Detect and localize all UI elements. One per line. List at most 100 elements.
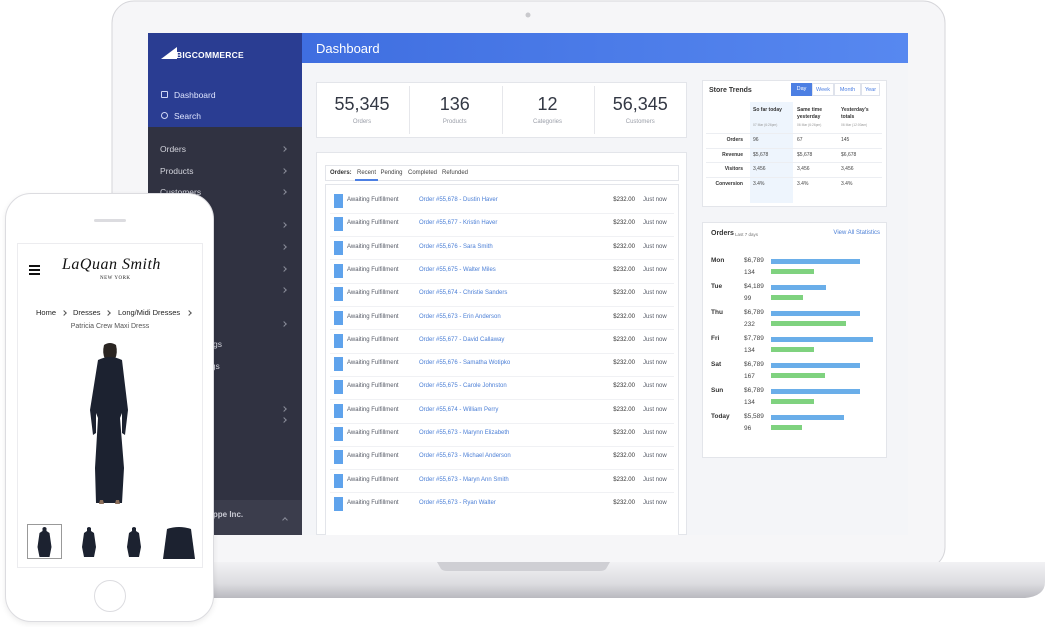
status-swatch	[334, 194, 343, 208]
order-status: Awaiting Fulfillment	[347, 266, 399, 273]
stats-divider	[501, 86, 503, 134]
order-time: Just now	[643, 453, 667, 460]
column-date: 06 Mar (12:00am)	[841, 123, 868, 127]
tab-bar	[325, 165, 679, 181]
value-label: $6,789	[744, 257, 764, 264]
bar	[771, 399, 815, 404]
order-link[interactable]: Order #55,676 - Sara Smith	[419, 243, 493, 250]
order-time: Just now	[643, 360, 667, 367]
order-time: Just now	[643, 313, 667, 320]
menu-item[interactable]: Orders	[160, 144, 186, 154]
order-link[interactable]: Order #55,675 - Carole Johnston	[419, 383, 507, 390]
nav-item[interactable]: Dashboard	[174, 90, 216, 100]
order-status: Awaiting Fulfillment	[347, 499, 399, 506]
column-date: 06 Mar (6:26pm)	[797, 123, 822, 127]
order-link[interactable]: Order #55,674 - William Perry	[419, 406, 499, 413]
category-label: Sun	[711, 387, 724, 394]
thumbnail[interactable]	[27, 524, 62, 559]
chart-link[interactable]: View All Statistics	[833, 230, 880, 236]
order-link[interactable]: Order #55,673 - Ryan Walter	[419, 499, 496, 506]
row-cell: 67	[797, 137, 803, 143]
column-date: 07 Mar (6:26pm)	[753, 123, 778, 127]
order-link[interactable]: Order #55,674 - Christie Sanders	[419, 290, 508, 297]
status-swatch	[334, 380, 343, 395]
nav-icon	[161, 112, 168, 119]
nav-item[interactable]: Search	[174, 111, 201, 121]
thumbnail[interactable]	[118, 524, 150, 559]
bar	[771, 373, 825, 378]
menu-item[interactable]: Customers	[160, 187, 202, 197]
period-button[interactable]: Month	[834, 83, 861, 96]
order-amount: $232.00	[613, 243, 635, 250]
period-button[interactable]: Day	[791, 83, 812, 96]
menu-item[interactable]: gs	[213, 339, 222, 349]
order-status: Awaiting Fulfillment	[347, 313, 399, 320]
row-cell: 145	[841, 137, 850, 143]
base-notch	[437, 562, 610, 571]
value-label: 134	[744, 347, 755, 354]
order-amount: $232.00	[613, 476, 635, 483]
status-swatch	[334, 263, 343, 278]
row-divider	[330, 399, 674, 401]
tabs-label: Orders:	[330, 170, 352, 176]
thumbnail[interactable]	[73, 524, 105, 559]
order-link[interactable]: Order #55,676 - Samatha Wotipko	[419, 360, 511, 367]
period-button[interactable]: Week	[812, 83, 834, 96]
status-swatch	[334, 427, 343, 441]
breadcrumb-item[interactable]: Long/Midi Dresses	[118, 308, 181, 317]
row-cell: $5,678	[797, 151, 813, 158]
row-divider	[706, 177, 882, 179]
row-divider	[330, 422, 674, 424]
order-link[interactable]: Order #55,673 - Marynn Elizabeth	[419, 430, 510, 436]
column-label: So far today	[753, 107, 782, 113]
category-label: Tue	[711, 283, 723, 290]
order-amount: $232.00	[613, 406, 635, 413]
order-link[interactable]: Order #55,677 - David Callaway	[419, 336, 505, 343]
order-link[interactable]: Order #55,673 - Erin Anderson	[419, 313, 501, 320]
chart-title: Orders	[711, 230, 734, 237]
order-time: Just now	[643, 336, 667, 343]
row-cell: 3,456	[797, 166, 810, 173]
bar	[771, 269, 815, 274]
order-amount: $232.00	[613, 453, 635, 460]
order-tab[interactable]: Refunded	[441, 170, 469, 176]
order-link[interactable]: Order #55,673 - Michael Anderson	[419, 453, 511, 460]
orders-list	[325, 184, 679, 535]
order-tab[interactable]: Recent	[355, 166, 378, 181]
phone-screen	[17, 243, 203, 568]
period-button[interactable]: Year	[861, 83, 880, 96]
breadcrumb-item[interactable]: Home	[36, 308, 57, 317]
column-label: Same time yesterday	[797, 107, 823, 120]
menu-item[interactable]: Products	[160, 165, 194, 176]
row-divider	[706, 133, 882, 134]
status-swatch	[334, 496, 343, 511]
order-tab[interactable]: Pending	[380, 170, 403, 176]
status-swatch	[334, 287, 343, 302]
status-swatch	[334, 217, 343, 232]
order-link[interactable]: Order #55,673 - Maryn Ann Smith	[419, 476, 509, 483]
order-link[interactable]: Order #55,677 - Kristin Haver	[419, 220, 498, 227]
hamburger-line	[29, 273, 40, 275]
status-swatch	[334, 403, 343, 418]
order-time: Just now	[643, 290, 667, 297]
status-swatch	[334, 473, 343, 488]
order-link[interactable]: Order #55,678 - Dustin Haver	[419, 197, 498, 203]
stats-divider	[594, 86, 596, 134]
order-amount: $232.00	[613, 336, 635, 343]
order-status: Awaiting Fulfillment	[347, 360, 399, 367]
category-label: Thu	[711, 309, 723, 316]
phone-home-button[interactable]	[94, 580, 126, 612]
order-link[interactable]: Order #55,675 - Walter Miles	[419, 266, 496, 273]
row-label: Conversion	[715, 181, 743, 188]
bar	[771, 311, 860, 316]
order-tab[interactable]: Completed	[407, 170, 437, 176]
row-cell: 3,456	[753, 166, 766, 173]
row-divider	[330, 282, 674, 284]
breadcrumb-item[interactable]: Dresses	[73, 308, 101, 317]
bar	[771, 347, 815, 352]
row-divider	[330, 375, 674, 377]
row-cell: 3,456	[841, 166, 854, 173]
row-divider	[706, 162, 882, 164]
thumbnail[interactable]	[162, 524, 196, 559]
order-status: Awaiting Fulfillment	[347, 476, 399, 483]
